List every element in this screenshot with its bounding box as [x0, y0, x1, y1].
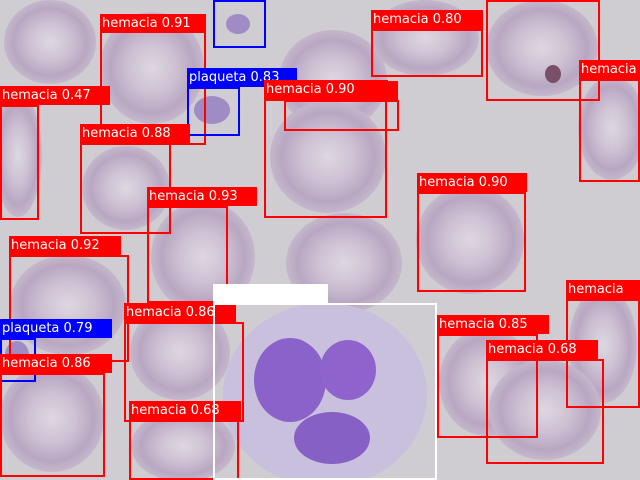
- detection-box-hemacia: [371, 29, 483, 77]
- detection-label: hemacia 0.86: [124, 303, 236, 322]
- white-blood-cell: [223, 303, 427, 480]
- detection-label: hemacia 0.91: [100, 14, 206, 33]
- detection-box-plaqueta: [213, 0, 266, 48]
- detection-label: hemacia: [579, 60, 640, 79]
- detection-label: hemacia 0.85: [437, 315, 549, 334]
- detection-box-unlabeled: [213, 303, 437, 480]
- detection-box-hemacia: [0, 105, 39, 220]
- detection-label: hemacia 0.80: [371, 10, 483, 29]
- detection-box-plaqueta: [187, 87, 240, 136]
- detection-label: hemacia 0.90: [264, 80, 388, 99]
- detection-box-hemacia: [579, 79, 640, 182]
- detection-label: hemacia 0.68: [486, 340, 598, 359]
- detection-label: hemacia 0.92: [9, 236, 121, 255]
- detection-label: plaqueta 0.79: [0, 319, 112, 338]
- detection-box-hemacia: [284, 100, 399, 131]
- detection-label: hemacia 0.90: [417, 173, 527, 192]
- detection-label: hemacia 0.86: [0, 354, 112, 373]
- detection-box-hemacia: [0, 373, 105, 477]
- detection-label: hemacia: [566, 280, 640, 299]
- unlabeled-detection-tag: [213, 284, 328, 303]
- detection-box-hemacia: [486, 359, 604, 464]
- detection-label: plaqueta 0.83: [187, 68, 297, 87]
- detection-label: hemacia 0.47: [0, 86, 110, 105]
- detection-label: hemacia 0.93: [147, 187, 257, 206]
- detection-box-hemacia: [129, 420, 239, 480]
- detection-label: hemacia 0.88: [80, 124, 190, 143]
- detection-box-hemacia: [417, 192, 526, 292]
- detection-box-hemacia: [486, 0, 600, 101]
- detection-box-hemacia: [264, 99, 387, 218]
- detection-box-hemacia: [147, 206, 228, 303]
